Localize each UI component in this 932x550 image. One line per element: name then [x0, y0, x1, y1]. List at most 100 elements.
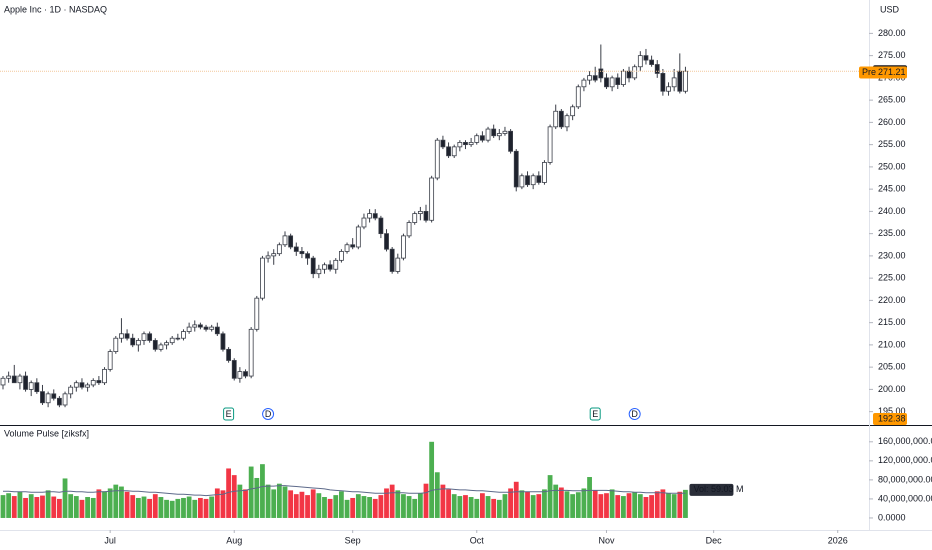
volume-bar: [457, 496, 463, 518]
volume-bar: [102, 491, 107, 518]
volume-bar: [474, 498, 480, 518]
volume-bar: [451, 494, 457, 518]
volume-bar: [248, 466, 254, 518]
candle-body: [175, 337, 181, 340]
volume-last-label: Vol: 59.03 M: [693, 484, 743, 494]
candle-body: [491, 128, 497, 137]
volume-bar: [598, 494, 604, 518]
candle-body: [124, 333, 130, 339]
volume-bar: [592, 490, 598, 518]
candle-body: [299, 251, 305, 255]
candle-body: [158, 344, 164, 350]
volume-bar: [175, 498, 181, 518]
candle-body: [203, 326, 209, 330]
y-tick-label: 235.00: [878, 228, 906, 238]
candle-body: [333, 259, 339, 270]
candle-body: [209, 326, 215, 330]
candle-body: [361, 217, 367, 228]
volume-bar: [637, 494, 643, 518]
volume-bar: [626, 493, 632, 518]
volume-bar: [192, 499, 198, 518]
candle-body: [90, 380, 96, 386]
volume-bar: [564, 491, 570, 518]
volume-bar: [243, 489, 248, 518]
volume-bar: [6, 493, 12, 518]
candle-body: [181, 331, 186, 339]
volume-bar: [57, 498, 62, 518]
candle-body: [592, 75, 598, 81]
volume-bar: [446, 489, 451, 518]
x-tick-label: Jul: [104, 535, 116, 545]
volume-bar: [209, 496, 215, 518]
x-tick-label: 2026: [828, 535, 848, 545]
volume-bar: [575, 492, 581, 518]
candle-body: [68, 386, 74, 395]
candle-body: [355, 226, 361, 248]
candle-body: [536, 175, 542, 183]
candle-body: [248, 328, 254, 377]
pre-market-badge: [859, 66, 907, 79]
candle-body: [372, 213, 378, 219]
candle-body: [530, 175, 536, 186]
candle-body: [40, 391, 45, 404]
volume-bar: [299, 491, 305, 518]
volume-bar: [333, 495, 339, 518]
volume-bar: [231, 475, 237, 518]
candle-body: [457, 142, 463, 148]
volume-title: Volume Pulse [ziksfx]: [4, 428, 89, 438]
volume-bar: [113, 484, 119, 518]
volume-bar: [530, 495, 536, 518]
candle-body: [513, 150, 519, 188]
candle-body: [271, 253, 277, 257]
volume-bar: [508, 488, 513, 518]
candle-body: [197, 324, 203, 328]
candle-body: [384, 233, 389, 250]
volume-bar: [677, 491, 683, 518]
candle-body: [440, 139, 446, 148]
candle-body: [479, 135, 485, 141]
volume-bar: [169, 500, 175, 518]
volume-bar: [260, 464, 265, 518]
volume-bar: [463, 495, 468, 518]
candle-body: [496, 133, 502, 137]
volume-bar: [305, 495, 310, 518]
candle-body: [389, 248, 395, 272]
volume-bar: [491, 498, 497, 518]
volume-bar: [502, 494, 508, 518]
volume-bar: [485, 496, 491, 518]
candle-body: [62, 393, 68, 406]
candle-body: [474, 135, 480, 143]
candle-body: [485, 128, 491, 141]
volume-bar: [558, 487, 564, 518]
y-tick-label: 160,000,000.00: [878, 436, 932, 446]
candle-body: [637, 55, 643, 68]
volume-bar: [649, 495, 654, 518]
volume-bar: [412, 498, 418, 518]
volume-bar: [344, 499, 350, 518]
candle-body: [11, 375, 17, 384]
volume-bar: [361, 496, 367, 518]
y-tick-label: 255.00: [878, 139, 906, 149]
volume-bar: [570, 494, 576, 518]
pre-market-label: 271.21: [878, 67, 906, 77]
candle-body: [34, 382, 40, 393]
volume-bar: [254, 477, 260, 518]
candle-body: [468, 142, 474, 146]
volume-bar: [384, 488, 389, 518]
candle-body: [220, 333, 226, 350]
volume-bar: [282, 486, 288, 518]
volume-bar: [198, 497, 203, 518]
candle-body: [463, 142, 468, 146]
low-marker-badge: [873, 413, 907, 425]
volume-last-badge: [689, 483, 734, 496]
candle-body: [57, 397, 62, 406]
candle-body: [643, 55, 649, 61]
candle-body: [141, 333, 147, 341]
y-tick-label: 205.00: [878, 362, 906, 372]
candle-body: [621, 70, 626, 85]
volume-bar: [434, 472, 440, 518]
candle-body: [79, 382, 85, 388]
candle-body: [288, 235, 294, 248]
volume-bar: [440, 484, 446, 518]
candle-body: [102, 368, 107, 384]
